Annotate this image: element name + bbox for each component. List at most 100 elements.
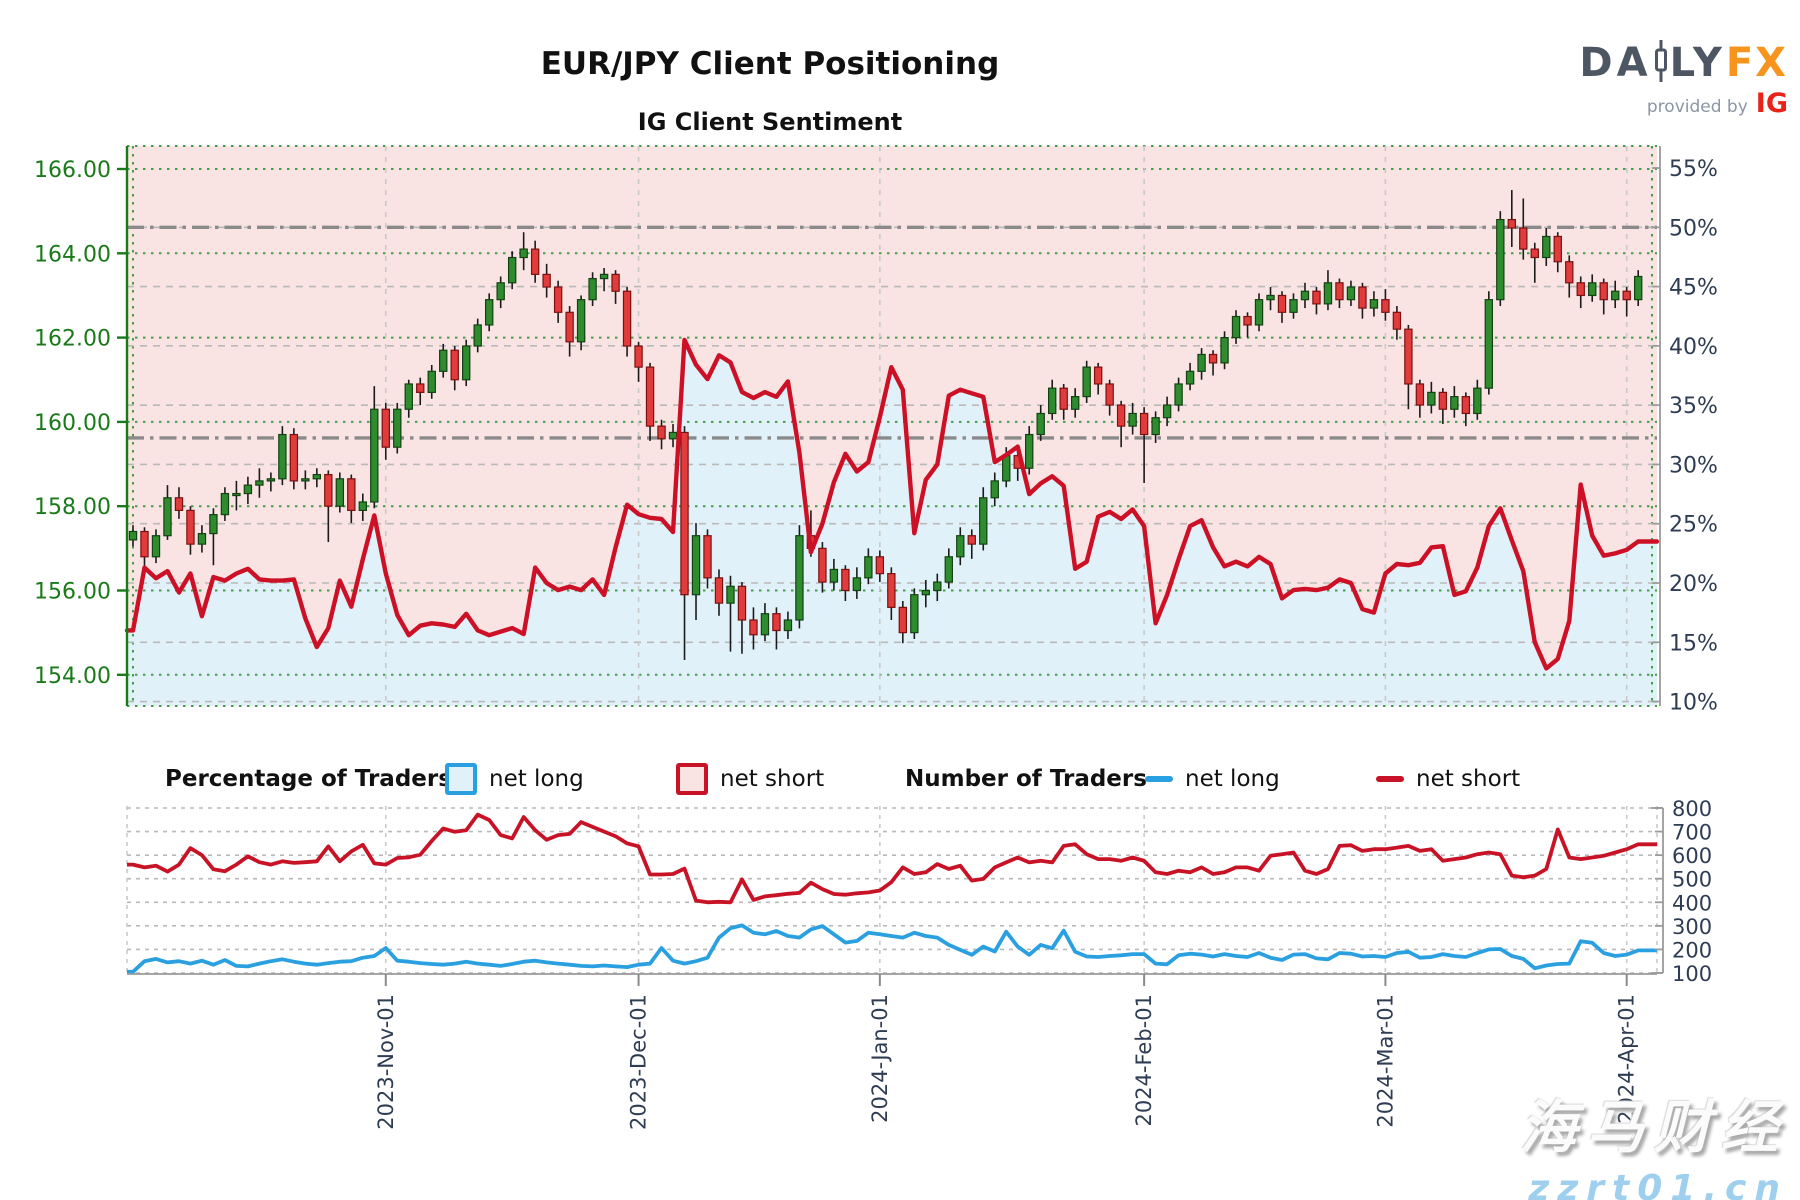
candle-up xyxy=(852,577,862,592)
date-tick-label: 2024-Mar-01 xyxy=(1373,994,1397,1128)
candle-down xyxy=(737,585,747,621)
pct-tick-label: 55% xyxy=(1669,157,1718,182)
pct-tick-label: 30% xyxy=(1669,453,1718,478)
candle-up xyxy=(1047,387,1057,415)
candle-down xyxy=(841,568,850,592)
legend-num-title: Number of Traders xyxy=(905,766,1147,792)
candle-up xyxy=(933,581,942,592)
pct-tick-label: 40% xyxy=(1669,335,1718,360)
net-long-line-icon xyxy=(1145,776,1173,782)
candle-up xyxy=(1185,370,1195,385)
candle-up xyxy=(956,535,965,558)
net-short-line-icon xyxy=(1376,776,1404,782)
candle-down xyxy=(657,425,666,440)
candle-down xyxy=(553,286,563,313)
candle-up xyxy=(370,408,379,503)
candle-down xyxy=(1461,396,1471,415)
count-tick-label: 400 xyxy=(1672,891,1712,915)
candle-up xyxy=(1611,290,1620,301)
candle-up xyxy=(1369,299,1379,309)
candle-up xyxy=(829,568,839,583)
candle-down xyxy=(1576,282,1585,297)
count-tick-label: 700 xyxy=(1672,821,1712,845)
candle-down xyxy=(622,290,632,347)
brand-logo-accent: FX xyxy=(1725,40,1788,86)
date-tick-label: 2024-Jan-01 xyxy=(868,994,892,1123)
candle-up xyxy=(1174,383,1183,406)
candle-down xyxy=(1093,366,1103,385)
date-tick-label: 2023-Nov-01 xyxy=(374,994,398,1130)
candle-down xyxy=(703,535,712,579)
candle-down xyxy=(1116,404,1126,427)
pct-tick-label: 35% xyxy=(1669,394,1718,419)
candle-down xyxy=(1599,282,1608,301)
candle-up xyxy=(266,478,276,482)
candle-down xyxy=(1105,383,1114,406)
candle-up xyxy=(220,492,230,516)
candle-up xyxy=(1473,387,1482,415)
legend-pct-net-short: net short xyxy=(676,758,824,800)
candle-down xyxy=(634,345,643,368)
candle-up xyxy=(163,497,172,537)
candle-down xyxy=(680,431,689,596)
candle-down xyxy=(450,349,459,381)
candle-up xyxy=(979,497,988,545)
page-title-wrap: EUR/JPY Client Positioning xyxy=(0,46,1540,82)
count-tick-label: 100 xyxy=(1672,962,1712,986)
brand-logo-wordmark: DA LY FX xyxy=(1578,40,1788,86)
candle-down xyxy=(565,311,574,343)
candle-up xyxy=(1266,294,1275,301)
candle-up xyxy=(691,535,701,596)
candle-up xyxy=(301,478,310,482)
candle-up xyxy=(128,530,138,541)
price-tick-label: 166.00 xyxy=(34,158,111,183)
candle-up xyxy=(404,383,413,410)
candle-up xyxy=(588,277,597,301)
net-long-area xyxy=(127,339,1657,706)
page-subtitle-wrap: IG Client Sentiment xyxy=(0,108,1540,136)
candle-down xyxy=(1565,261,1574,284)
candle-up xyxy=(1254,299,1264,326)
candle-up xyxy=(197,532,207,545)
legend-pct-net-long: net long xyxy=(445,758,584,800)
candle-up xyxy=(151,535,161,558)
count-tick-label: 500 xyxy=(1672,868,1712,892)
candle-up xyxy=(507,256,517,284)
candle-up xyxy=(473,324,482,347)
pct-tick-label: 45% xyxy=(1669,276,1718,301)
candle-down xyxy=(1312,290,1321,305)
candle-up xyxy=(209,514,218,535)
candle-up xyxy=(1633,275,1643,301)
candle-down xyxy=(140,530,149,558)
candle-down xyxy=(1208,353,1218,364)
pct-tick-label: 25% xyxy=(1669,513,1718,538)
candle-up xyxy=(462,345,471,381)
candle-down xyxy=(1139,412,1149,436)
candle-up xyxy=(668,431,678,440)
candle-down xyxy=(542,273,551,288)
candle-down xyxy=(772,613,781,632)
candle-up xyxy=(990,480,999,499)
candle-down xyxy=(714,577,724,604)
candle-down xyxy=(1358,286,1367,309)
candle-up xyxy=(1231,315,1241,339)
candle-up xyxy=(255,480,264,486)
candle-up xyxy=(1128,412,1137,427)
candle-up xyxy=(335,478,345,507)
candle-up xyxy=(496,282,505,301)
candle-down xyxy=(416,383,425,393)
brand-tagline: provided by IG xyxy=(1578,88,1788,119)
candle-down xyxy=(898,606,908,634)
candle-up xyxy=(1542,235,1551,259)
candle-up xyxy=(599,273,609,280)
candle-up xyxy=(1484,299,1494,389)
candle-down xyxy=(289,433,299,482)
pct-tick-label: 50% xyxy=(1669,216,1718,241)
price-tick-label: 154.00 xyxy=(34,664,111,689)
legend-num-net-long: net long xyxy=(1145,758,1280,800)
brand-logo-text-right: LY xyxy=(1669,40,1726,86)
candle-up xyxy=(1496,218,1505,301)
count-tick-label: 200 xyxy=(1672,938,1712,962)
candle-up xyxy=(278,433,287,480)
